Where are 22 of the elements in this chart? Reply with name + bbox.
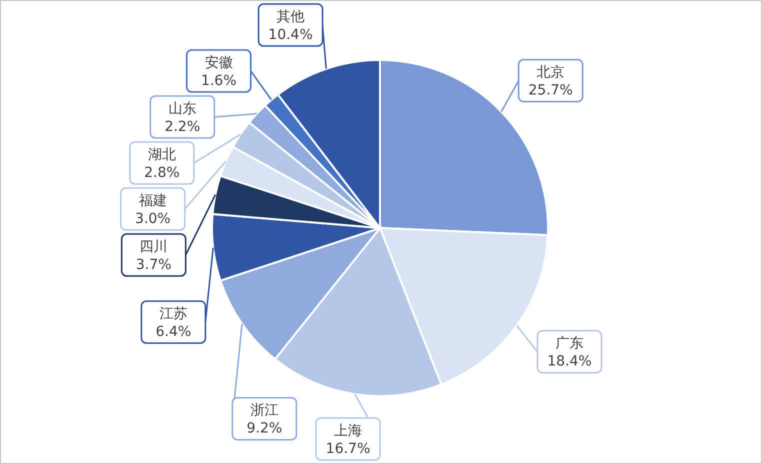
data-label: 6.4% bbox=[156, 324, 192, 340]
slice-label: 山东 bbox=[168, 101, 196, 117]
slice-label: 安徽 bbox=[204, 55, 233, 71]
data-label: 3.7% bbox=[136, 257, 172, 273]
slice-label: 广东 bbox=[555, 336, 584, 352]
data-label: 10.4% bbox=[268, 27, 313, 43]
slice-label: 浙江 bbox=[250, 402, 278, 419]
data-label: 18.4% bbox=[547, 354, 592, 370]
slice-label: 福建 bbox=[138, 193, 167, 209]
slice-label: 湖北 bbox=[148, 147, 176, 163]
slice-label: 其他 bbox=[276, 9, 305, 25]
slice-label: 四川 bbox=[140, 239, 168, 255]
data-label: 3.0% bbox=[135, 211, 171, 227]
data-label: 2.8% bbox=[144, 165, 180, 181]
data-label: 1.6% bbox=[200, 73, 237, 89]
slice-label: 上海 bbox=[334, 423, 362, 439]
slice-label: 江苏 bbox=[159, 306, 188, 322]
data-label: 9.2% bbox=[246, 420, 282, 437]
slice-label: 北京 bbox=[536, 64, 565, 81]
data-label: 16.7% bbox=[326, 441, 370, 457]
data-label: 2.2% bbox=[164, 119, 200, 135]
data-label: 25.7% bbox=[528, 82, 573, 99]
